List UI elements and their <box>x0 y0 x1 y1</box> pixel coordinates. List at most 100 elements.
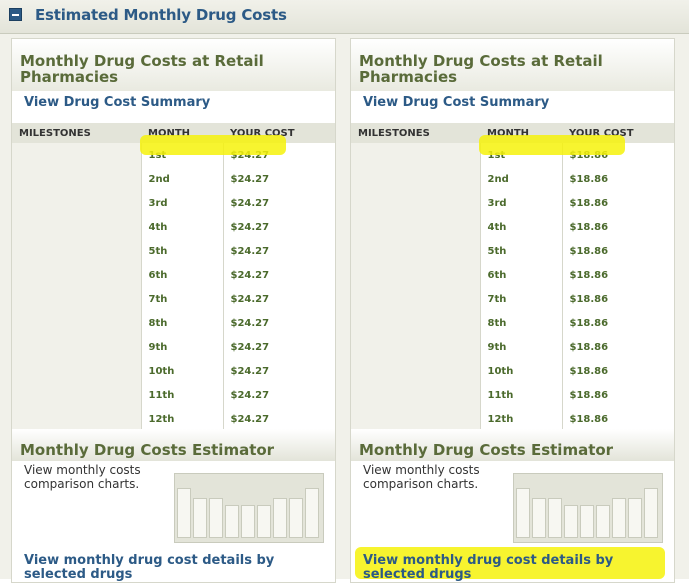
milestone-cell <box>12 263 141 287</box>
table-row: 9th $24.27 <box>12 335 335 359</box>
milestone-cell <box>12 191 141 215</box>
milestone-cell <box>12 215 141 239</box>
cost-cell: $18.86 <box>561 167 674 191</box>
estimator-title: Monthly Drug Costs Estimator <box>20 441 275 459</box>
month-cell: 2nd <box>140 167 223 191</box>
milestone-cell <box>351 407 480 431</box>
comparison-chart-thumbnail[interactable] <box>174 473 324 543</box>
milestone-cell <box>12 407 141 431</box>
milestone-cell <box>12 287 141 311</box>
milestone-cell <box>12 143 141 167</box>
month-cell: 4th <box>479 215 562 239</box>
month-cell: 8th <box>479 311 562 335</box>
table-row: 5th $24.27 <box>12 239 335 263</box>
milestone-cell <box>12 383 141 407</box>
milestone-cell <box>12 167 141 191</box>
month-cell: 10th <box>140 359 223 383</box>
cost-cell: $18.86 <box>561 359 674 383</box>
cost-cell: $24.27 <box>222 191 335 215</box>
milestone-cell <box>351 311 480 335</box>
collapse-minus-icon[interactable] <box>9 8 22 21</box>
month-cell: 9th <box>140 335 223 359</box>
table-row: 7th $24.27 <box>12 287 335 311</box>
month-cell: 3rd <box>479 191 562 215</box>
section-header: Estimated Monthly Drug Costs <box>0 0 689 34</box>
milestone-cell <box>351 335 480 359</box>
col-header-milestones: MILESTONES <box>351 123 480 143</box>
month-cell: 12th <box>479 407 562 431</box>
milestone-cell <box>351 263 480 287</box>
month-cell: 4th <box>140 215 223 239</box>
table-row: 7th $18.86 <box>351 287 674 311</box>
cost-cell: $18.86 <box>561 311 674 335</box>
panel-header: Monthly Drug Costs at Retail Pharmacies <box>351 39 674 91</box>
retail-column-2: Monthly Drug Costs at Retail Pharmacies … <box>350 38 675 583</box>
milestone-cell <box>12 359 141 383</box>
section-title: Estimated Monthly Drug Costs <box>35 6 287 24</box>
view-drug-cost-summary-link[interactable]: View Drug Cost Summary <box>363 95 550 110</box>
table-row: 1st $18.86 <box>351 143 674 167</box>
cost-cell: $18.86 <box>561 191 674 215</box>
table-row: 2nd $18.86 <box>351 167 674 191</box>
table-row: 11th $18.86 <box>351 383 674 407</box>
highlight-mark <box>479 135 625 155</box>
month-cell: 7th <box>140 287 223 311</box>
monthly-cost-table: MILESTONES MONTH YOUR COST 1st $18.86 2nd $… <box>351 123 674 431</box>
month-cell: 11th <box>479 383 562 407</box>
cost-cell: $24.27 <box>222 263 335 287</box>
table-row: 10th $18.86 <box>351 359 674 383</box>
col-header-milestones: MILESTONES <box>12 123 141 143</box>
month-cell: 6th <box>479 263 562 287</box>
view-drug-cost-summary-link[interactable]: View Drug Cost Summary <box>24 95 211 110</box>
view-monthly-details-link[interactable]: View monthly drug cost details by select… <box>363 553 614 582</box>
table-row: 11th $24.27 <box>12 383 335 407</box>
view-monthly-details-link[interactable]: View monthly drug cost details by select… <box>24 553 275 582</box>
milestone-cell <box>351 143 480 167</box>
table-row: 3rd $24.27 <box>12 191 335 215</box>
milestone-cell <box>351 383 480 407</box>
cost-cell: $18.86 <box>561 239 674 263</box>
cost-cell: $24.27 <box>222 383 335 407</box>
panel-header: Monthly Drug Costs at Retail Pharmacies <box>12 39 335 91</box>
cost-cell: $24.27 <box>222 239 335 263</box>
cost-cell: $24.27 <box>222 167 335 191</box>
cost-cell: $18.86 <box>561 215 674 239</box>
panel-title: Monthly Drug Costs at Retail Pharmacies <box>359 52 603 86</box>
estimator-description: View monthly costs comparison charts. <box>363 463 480 491</box>
cost-cell: $18.86 <box>561 287 674 311</box>
milestone-cell <box>351 359 480 383</box>
table-row: 5th $18.86 <box>351 239 674 263</box>
month-cell: 11th <box>140 383 223 407</box>
milestone-cell <box>351 215 480 239</box>
content-area: Monthly Drug Costs at Retail Pharmacies … <box>0 34 689 583</box>
panel-title: Monthly Drug Costs at Retail Pharmacies <box>20 52 264 86</box>
cost-cell: $24.27 <box>222 407 335 431</box>
estimator-panel: Monthly Drug Costs Estimator View monthl… <box>12 429 335 582</box>
month-cell: 9th <box>479 335 562 359</box>
month-cell: 12th <box>140 407 223 431</box>
table-row: 4th $18.86 <box>351 215 674 239</box>
milestone-cell <box>351 167 480 191</box>
monthly-cost-table: MILESTONES MONTH YOUR COST 1st $24.27 2nd $… <box>12 123 335 431</box>
table-row: 3rd $18.86 <box>351 191 674 215</box>
table-row: 12th $24.27 <box>12 407 335 431</box>
comparison-chart-thumbnail[interactable] <box>513 473 663 543</box>
month-cell: 3rd <box>140 191 223 215</box>
retail-column-1: Monthly Drug Costs at Retail Pharmacies … <box>11 38 336 583</box>
table-row: 4th $24.27 <box>12 215 335 239</box>
cost-cell: $24.27 <box>222 215 335 239</box>
estimator-description: View monthly costs comparison charts. <box>24 463 141 491</box>
highlight-mark <box>355 547 665 579</box>
month-cell: 10th <box>479 359 562 383</box>
month-cell: 7th <box>479 287 562 311</box>
milestone-cell <box>12 335 141 359</box>
cost-cell: $24.27 <box>222 359 335 383</box>
table-row: 6th $24.27 <box>12 263 335 287</box>
month-cell: 8th <box>140 311 223 335</box>
table-row: 12th $18.86 <box>351 407 674 431</box>
cost-cell: $24.27 <box>222 311 335 335</box>
table-row: 10th $24.27 <box>12 359 335 383</box>
estimator-title: Monthly Drug Costs Estimator <box>359 441 614 459</box>
milestone-cell <box>12 311 141 335</box>
table-row: 2nd $24.27 <box>12 167 335 191</box>
